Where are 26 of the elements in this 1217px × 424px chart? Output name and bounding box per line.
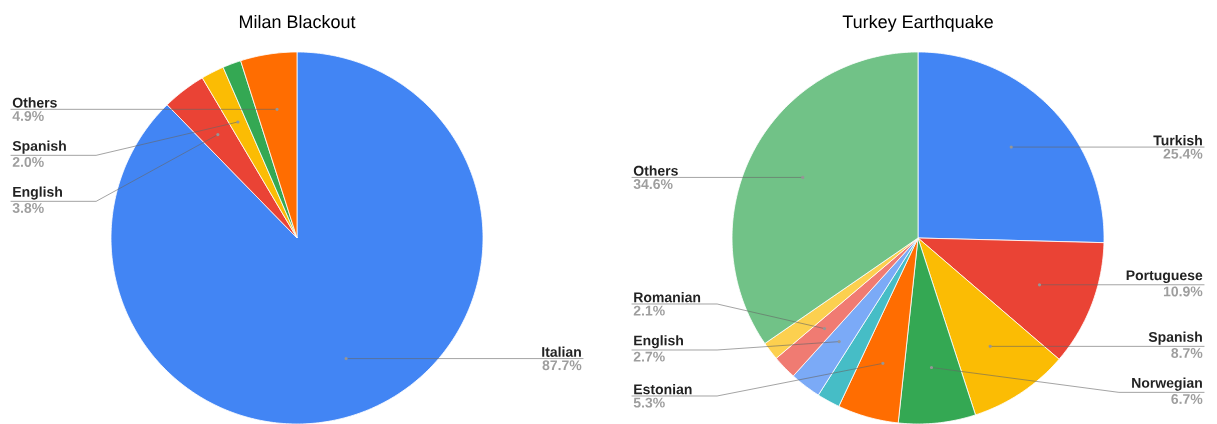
slice-label: Spanish [12,140,66,154]
data-label: 5.3% [633,397,665,408]
chart-title: Turkey Earthquake [842,14,993,32]
data-label: 87.7% [542,360,582,371]
data-label: 8.7% [1171,347,1203,358]
data-label: 2.7% [633,351,665,362]
slice-label: Portuguese [1126,270,1203,283]
slice-label: Others [633,165,678,176]
slice-label: English [13,186,62,200]
data-label: 34.6% [633,178,673,189]
data-label: 2.0% [12,156,44,167]
slice-label: Others [12,97,57,108]
slice-label: Estonian [634,383,692,395]
chart-title: Milan Blackout [239,14,356,28]
slice-label: Italian [542,346,581,357]
slice-label: Romanian [634,291,701,303]
data-label: 2.1% [633,305,665,316]
slice-label: Spanish [1148,331,1202,345]
slice-label: English [634,334,683,349]
data-label: 25.4% [1163,148,1203,159]
data-label: 3.8% [12,202,44,213]
data-label: 6.7% [1171,393,1203,404]
slice-label: Norwegian [1132,377,1202,391]
data-label: 10.9% [1163,286,1203,297]
slice-label: Turkish [1153,134,1202,146]
data-label: 4.9% [12,110,44,121]
